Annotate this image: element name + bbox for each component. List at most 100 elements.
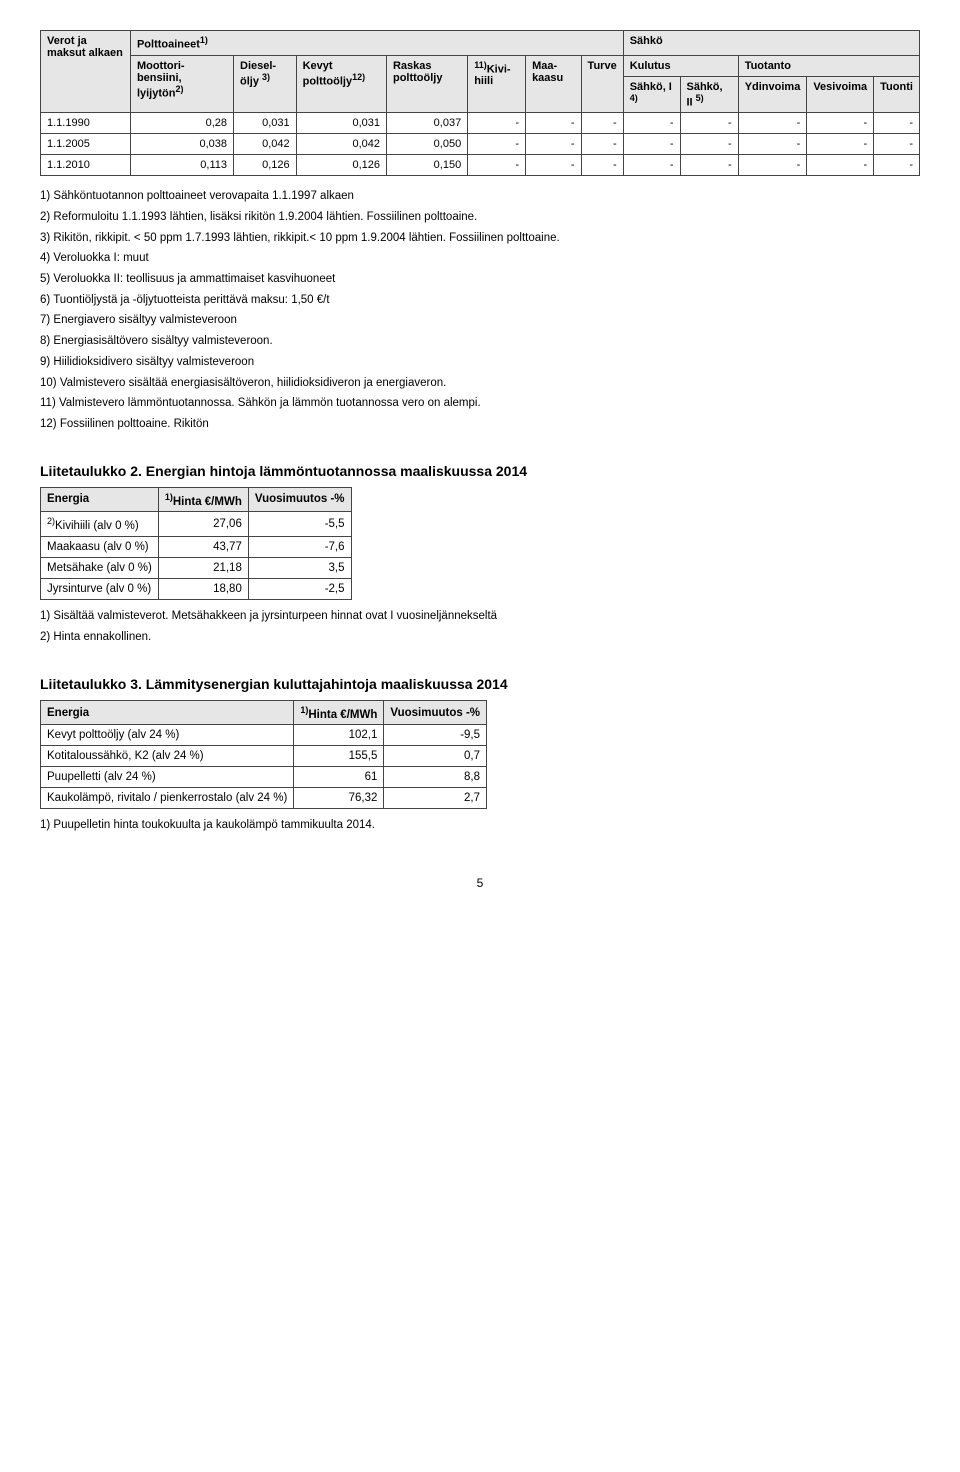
cell-value: 2,7 <box>384 788 487 809</box>
liite3-notes: 1) Puupelletin hinta toukokuulta ja kauk… <box>40 815 920 836</box>
col-vesivoima: Vesivoima <box>807 76 874 113</box>
cell-value: 61 <box>294 767 384 788</box>
cell-value: 0,042 <box>296 134 386 155</box>
col-kevyt: Kevyt polttoöljy12) <box>296 55 386 113</box>
note-line: 1) Sähköntuotannon polttoaineet verovapa… <box>40 186 920 207</box>
cell-value: 0,038 <box>130 134 233 155</box>
polttoaineet-sup: 1) <box>200 35 208 45</box>
polttoaineet-label: Polttoaineet <box>137 39 200 51</box>
liite3-h0: Energia <box>41 700 294 725</box>
cell-value: 76,32 <box>294 788 384 809</box>
cell-value: -9,5 <box>384 725 487 746</box>
note-line: 1) Puupelletin hinta toukokuulta ja kauk… <box>40 815 920 836</box>
note-line: 1) Sisältää valmisteverot. Metsähakkeen … <box>40 606 920 627</box>
cell-value: - <box>738 113 807 134</box>
cell-value: 43,77 <box>158 537 248 558</box>
liite3-h2: Vuosimuutos -% <box>384 700 487 725</box>
col-kulutus: Kulutus <box>623 55 738 76</box>
cell-value: - <box>526 113 581 134</box>
cell-value: - <box>623 113 680 134</box>
c2-label: Diesel-öljy <box>240 60 276 88</box>
row-label: Jyrsinturve (alv 0 %) <box>41 579 159 600</box>
c1-sup: 2) <box>175 84 183 94</box>
note-line: 4) Veroluokka I: muut <box>40 248 920 269</box>
liite2-notes: 1) Sisältää valmisteverot. Metsähakkeen … <box>40 606 920 647</box>
row-label: 1.1.2010 <box>41 155 131 176</box>
col-diesel: Diesel-öljy 3) <box>234 55 297 113</box>
liite2-h1: 1)Hinta €/MWh <box>158 487 248 512</box>
cell-value: 0,113 <box>130 155 233 176</box>
note-line: 3) Rikitön, rikkipit. < 50 ppm 1.7.1993 … <box>40 228 920 249</box>
cell-value: - <box>581 113 623 134</box>
liite2-h0: Energia <box>41 487 159 512</box>
cell-value: 8,8 <box>384 767 487 788</box>
cell-value: 0,7 <box>384 746 487 767</box>
col-sahko: Sähkö <box>623 31 919 56</box>
col-tuonti: Tuonti <box>874 76 920 113</box>
c2-sup: 3) <box>262 72 270 82</box>
cell-value: 155,5 <box>294 746 384 767</box>
cell-value: - <box>623 155 680 176</box>
table-row: 1.1.20100,1130,1260,1260,150-------- <box>41 155 920 176</box>
col-polttoaineet: Polttoaineet1) <box>130 31 623 56</box>
note-line: 2) Reformuloitu 1.1.1993 lähtien, lisäks… <box>40 207 920 228</box>
row-label: Puupelletti (alv 24 %) <box>41 767 294 788</box>
cell-value: 0,050 <box>386 134 467 155</box>
col-tuotanto: Tuotanto <box>738 55 919 76</box>
liite2-h1-sup: 1) <box>165 492 173 502</box>
table-row: Kotitaloussähkö, K2 (alv 24 %)155,50,7 <box>41 746 487 767</box>
cell-value: -7,6 <box>248 537 351 558</box>
cell-value: 0,042 <box>234 134 297 155</box>
c8-label: Sähkö, I <box>630 81 672 93</box>
col-moottoribensiini: Moottori-bensiini, lyijytön2) <box>130 55 233 113</box>
liite3-h1-label: Hinta €/MWh <box>308 708 377 720</box>
cell-value: - <box>680 134 738 155</box>
cell-value: 18,80 <box>158 579 248 600</box>
cell-value: 102,1 <box>294 725 384 746</box>
cell-value: - <box>680 155 738 176</box>
cell-value: - <box>526 155 581 176</box>
col-verot: Verot ja maksut alkaen <box>41 31 131 113</box>
cell-value: - <box>581 134 623 155</box>
main-notes: 1) Sähköntuotannon polttoaineet verovapa… <box>40 186 920 434</box>
col-maakaasu: Maa-kaasu <box>526 55 581 113</box>
liite2-h1-label: Hinta €/MWh <box>173 495 242 507</box>
liite3-h1: 1)Hinta €/MWh <box>294 700 384 725</box>
table-row: Metsähake (alv 0 %)21,183,5 <box>41 558 352 579</box>
table-row: Kaukolämpö, rivitalo / pienkerrostalo (a… <box>41 788 487 809</box>
col-kivihiili: 11)Kivi-hiili <box>468 55 526 113</box>
note-line: 12) Fossiilinen polttoaine. Rikitön <box>40 414 920 435</box>
note-line: 7) Energiavero sisältyy valmisteveroon <box>40 310 920 331</box>
cell-value: - <box>680 113 738 134</box>
note-line: 6) Tuontiöljystä ja -öljytuotteista peri… <box>40 290 920 311</box>
cell-value: - <box>807 113 874 134</box>
note-line: 8) Energiasisältövero sisältyy valmistev… <box>40 331 920 352</box>
c8-sup: 4) <box>630 93 638 103</box>
liite2-table: Energia 1)Hinta €/MWh Vuosimuutos -% 2)K… <box>40 487 352 601</box>
note-line: 11) Valmistevero lämmöntuotannossa. Sähk… <box>40 393 920 414</box>
cell-value: 0,031 <box>296 113 386 134</box>
cell-value: 27,06 <box>158 512 248 537</box>
col-sahko1: Sähkö, I 4) <box>623 76 680 113</box>
cell-value: - <box>623 134 680 155</box>
note-line: 5) Veroluokka II: teollisuus ja ammattim… <box>40 269 920 290</box>
cell-value: - <box>581 155 623 176</box>
page-number: 5 <box>40 876 920 890</box>
row-label: Maakaasu (alv 0 %) <box>41 537 159 558</box>
liite2-h2: Vuosimuutos -% <box>248 487 351 512</box>
row-label: 1.1.2005 <box>41 134 131 155</box>
table-row: 1.1.20050,0380,0420,0420,050-------- <box>41 134 920 155</box>
liite2-title: Liitetaulukko 2. Energian hintoja lämmön… <box>40 463 920 479</box>
note-line: 10) Valmistevero sisältää energiasisältö… <box>40 373 920 394</box>
col-raskas: Raskas polttoöljy <box>386 55 467 113</box>
cell-value: - <box>874 134 920 155</box>
cell-value: - <box>874 113 920 134</box>
col-turve: Turve <box>581 55 623 113</box>
cell-value: 0,037 <box>386 113 467 134</box>
cell-value: 0,126 <box>234 155 297 176</box>
row-label: 2)Kivihiili (alv 0 %) <box>41 512 159 537</box>
cell-value: - <box>738 155 807 176</box>
cell-value: 0,126 <box>296 155 386 176</box>
cell-value: - <box>468 113 526 134</box>
table-row: 2)Kivihiili (alv 0 %)27,06-5,5 <box>41 512 352 537</box>
